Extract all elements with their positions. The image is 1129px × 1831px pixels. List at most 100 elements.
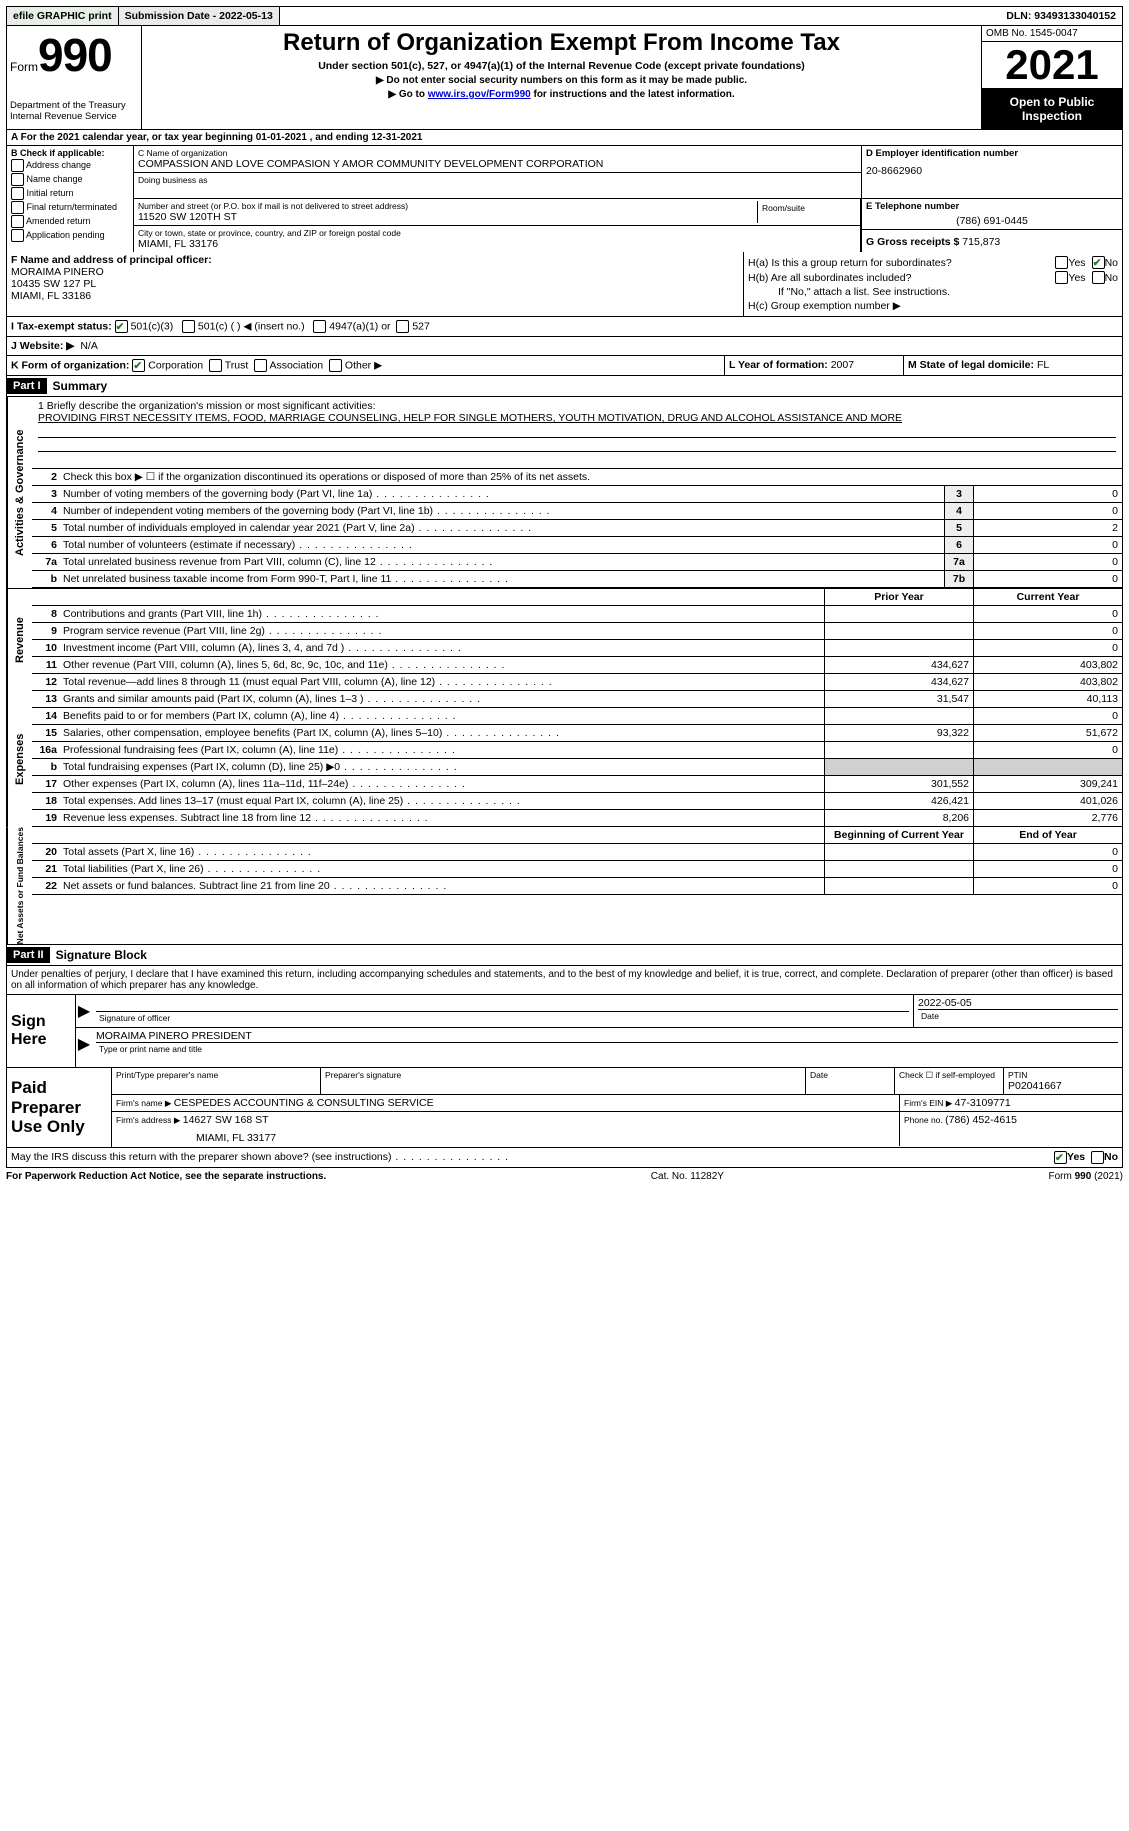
tax-exempt-row: I Tax-exempt status: ✔ 501(c)(3) 501(c) …: [6, 317, 1123, 337]
chk-4947[interactable]: [313, 320, 326, 333]
header-mid: Return of Organization Exempt From Incom…: [142, 26, 981, 129]
top-bar: efile GRAPHIC print Submission Date - 20…: [6, 6, 1123, 26]
ha-no-checkbox[interactable]: ✔: [1092, 256, 1105, 269]
part2-label: Part II: [7, 947, 50, 963]
chk-amended[interactable]: Amended return: [11, 215, 129, 228]
vtab-ag: Activities & Governance: [7, 397, 32, 588]
chk-other[interactable]: [329, 359, 342, 372]
mission-text: PROVIDING FIRST NECESSITY ITEMS, FOOD, M…: [38, 412, 1116, 424]
table-row: 12Total revenue—add lines 8 through 11 (…: [32, 674, 1122, 691]
chk-address-change[interactable]: Address change: [11, 159, 129, 172]
website-row: J Website: ▶ N/A: [6, 337, 1123, 356]
header-left: Form990 Department of the Treasury Inter…: [7, 26, 142, 129]
col-e: E Telephone number (786) 691-0445 G Gros…: [861, 199, 1122, 252]
room-label: Room/suite: [762, 203, 852, 213]
h-section: H(a) Is this a group return for subordin…: [744, 252, 1122, 316]
opt-assoc: Association: [269, 359, 323, 371]
current-year-header: Current Year: [973, 589, 1122, 605]
firm-phone-label: Phone no.: [904, 1115, 945, 1125]
table-row: 14Benefits paid to or for members (Part …: [32, 708, 1122, 725]
chk-501c3[interactable]: ✔: [115, 320, 128, 333]
activities-governance: Activities & Governance 1 Briefly descri…: [6, 397, 1123, 588]
hb-no-checkbox[interactable]: [1092, 271, 1105, 284]
firm-ein: 47-3109771: [955, 1097, 1011, 1109]
sig-officer-label: Signature of officer: [96, 1012, 909, 1024]
chk-app-pending[interactable]: Application pending: [11, 229, 129, 242]
principal-officer: F Name and address of principal officer:…: [7, 252, 744, 316]
dln-value: 93493133040152: [1034, 10, 1116, 22]
officer-print-name: MORAIMA PINERO PRESIDENT: [96, 1030, 1118, 1043]
fg-row: F Name and address of principal officer:…: [6, 252, 1123, 317]
revenue-section: Revenue Prior Year Current Year 8Contrib…: [6, 588, 1123, 691]
hb-yes-checkbox[interactable]: [1055, 271, 1068, 284]
form-subtitle: Under section 501(c), 527, or 4947(a)(1)…: [148, 60, 975, 72]
irs-no-checkbox[interactable]: [1091, 1151, 1104, 1164]
irs-no-label: No: [1104, 1151, 1118, 1163]
chk-name-change[interactable]: Name change: [11, 173, 129, 186]
form-number: 990: [38, 29, 112, 81]
form-header: Form990 Department of the Treasury Inter…: [6, 26, 1123, 130]
ha-yes-checkbox[interactable]: [1055, 256, 1068, 269]
sign-here-label: Sign Here: [7, 995, 76, 1067]
klm-row: K Form of organization: ✔ Corporation Tr…: [6, 356, 1123, 376]
m-label: M State of legal domicile:: [908, 359, 1037, 371]
open-to-public: Open to Public Inspection: [982, 89, 1122, 129]
l-cell: L Year of formation: 2007: [725, 356, 904, 375]
opt-4947: 4947(a)(1) or: [329, 320, 390, 332]
chk-corp[interactable]: ✔: [132, 359, 145, 372]
page-footer: For Paperwork Reduction Act Notice, see …: [6, 1168, 1123, 1185]
submission-date: Submission Date - 2022-05-13: [119, 7, 280, 25]
mission-block: 1 Briefly describe the organization's mi…: [32, 397, 1122, 469]
col-c: C Name of organization COMPASSION AND LO…: [134, 146, 1122, 252]
k-cell: K Form of organization: ✔ Corporation Tr…: [7, 356, 725, 375]
prep-name-hdr: Print/Type preparer's name: [112, 1068, 321, 1094]
sub-label: Submission Date -: [125, 10, 220, 22]
org-name-label: C Name of organization: [138, 148, 857, 158]
rowa-end: 12-31-2021: [371, 132, 422, 143]
colb-header: B Check if applicable:: [11, 148, 129, 158]
table-row: 17Other expenses (Part IX, column (A), l…: [32, 776, 1122, 793]
irs-discuss-row: May the IRS discuss this return with the…: [6, 1148, 1123, 1168]
chk-initial-return[interactable]: Initial return: [11, 187, 129, 200]
irs-link[interactable]: www.irs.gov/Form990: [428, 89, 531, 100]
table-row: 19Revenue less expenses. Subtract line 1…: [32, 810, 1122, 827]
ein-label: D Employer identification number: [866, 148, 1118, 159]
goto-pre: ▶ Go to: [388, 89, 427, 100]
m-cell: M State of legal domicile: FL: [904, 356, 1122, 375]
form-title: Return of Organization Exempt From Incom…: [148, 29, 975, 57]
ha-no-label: No: [1105, 257, 1118, 269]
table-row: 15Salaries, other compensation, employee…: [32, 725, 1122, 742]
mission-label: 1 Briefly describe the organization's mi…: [38, 400, 1116, 412]
part2-bar: Part II Signature Block: [6, 945, 1123, 966]
k-label: K Form of organization:: [11, 359, 129, 371]
goto-line: ▶ Go to www.irs.gov/Form990 for instruct…: [148, 89, 975, 100]
table-row: 10Investment income (Part VIII, column (…: [32, 640, 1122, 657]
table-row: 21Total liabilities (Part X, line 26)0: [32, 861, 1122, 878]
col-b-checkboxes: B Check if applicable: Address change Na…: [7, 146, 134, 252]
hb-note: If "No," attach a list. See instructions…: [748, 286, 1118, 298]
chk-501c[interactable]: [182, 320, 195, 333]
ssn-warning: ▶ Do not enter social security numbers o…: [148, 75, 975, 86]
i-label: I Tax-exempt status:: [11, 320, 112, 332]
city-label: City or town, state or province, country…: [138, 228, 856, 238]
chk-final-return[interactable]: Final return/terminated: [11, 201, 129, 214]
j-label: J Website: ▶: [11, 340, 74, 352]
state-domicile: FL: [1037, 359, 1049, 371]
table-row: 6Total number of volunteers (estimate if…: [32, 537, 1122, 554]
website-value: N/A: [80, 340, 98, 352]
table-row: 3Number of voting members of the governi…: [32, 486, 1122, 503]
irs-yes-checkbox[interactable]: ✔: [1054, 1151, 1067, 1164]
addr-label: Number and street (or P.O. box if mail i…: [138, 201, 757, 211]
firm-addr-label: Firm's address ▶: [116, 1115, 183, 1125]
sign-here-block: Sign Here ▶ Signature of officer 2022-05…: [6, 995, 1123, 1068]
part1-label: Part I: [7, 378, 47, 394]
vtab-expenses: Expenses: [7, 691, 32, 827]
efile-print-button[interactable]: efile GRAPHIC print: [7, 7, 119, 25]
paid-preparer-label: Paid Preparer Use Only: [7, 1068, 112, 1147]
chk-assoc[interactable]: [254, 359, 267, 372]
l-label: L Year of formation:: [729, 359, 831, 371]
chk-527[interactable]: [396, 320, 409, 333]
chk-trust[interactable]: [209, 359, 222, 372]
ein-value: 20-8662960: [866, 165, 1118, 177]
hb-yes-label: Yes: [1068, 272, 1085, 284]
